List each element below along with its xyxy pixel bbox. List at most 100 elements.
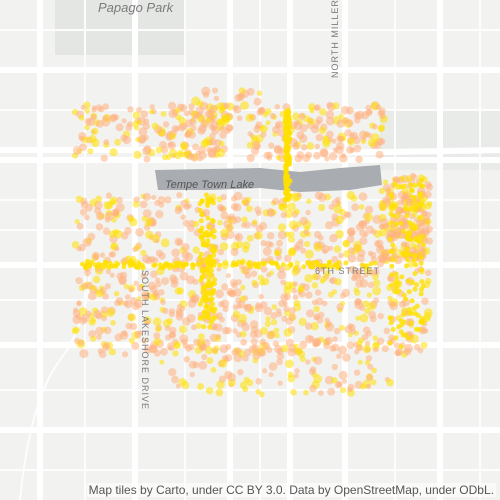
density-point — [204, 197, 210, 202]
density-point — [139, 200, 148, 209]
density-point — [192, 220, 200, 228]
density-point — [140, 265, 146, 271]
density-point — [419, 177, 424, 183]
density-point — [318, 204, 326, 212]
density-point — [414, 282, 420, 288]
density-point — [359, 275, 365, 281]
density-point — [281, 202, 288, 209]
density-point — [284, 149, 289, 155]
density-point — [366, 292, 372, 298]
density-point — [256, 109, 263, 116]
density-point — [368, 310, 377, 319]
density-point — [303, 389, 309, 396]
density-point — [293, 244, 301, 252]
density-point — [346, 341, 355, 350]
density-point — [188, 360, 197, 369]
density-point — [168, 141, 174, 148]
density-point — [378, 253, 387, 262]
density-point — [347, 227, 356, 236]
density-point — [174, 107, 181, 114]
density-point — [334, 381, 342, 389]
density-point — [247, 131, 253, 137]
density-point — [314, 230, 322, 239]
density-point — [299, 340, 308, 349]
density-point — [390, 242, 396, 248]
density-point — [392, 181, 398, 187]
density-point — [365, 355, 373, 362]
density-point — [233, 288, 242, 297]
density-point — [371, 367, 377, 374]
density-point — [206, 357, 214, 364]
density-point — [336, 353, 342, 359]
density-point — [338, 113, 344, 119]
density-point — [425, 277, 432, 285]
density-point — [162, 319, 172, 328]
density-point — [171, 375, 179, 384]
density-point — [377, 312, 384, 320]
density-point — [386, 229, 395, 238]
density-point — [331, 289, 338, 295]
density-point — [272, 126, 280, 134]
density-point — [209, 296, 215, 302]
density-point — [95, 326, 104, 336]
density-point — [110, 320, 116, 326]
density-point — [335, 215, 345, 225]
density-point — [315, 133, 324, 142]
density-point — [113, 290, 120, 297]
density-point — [347, 383, 355, 391]
density-point — [389, 272, 394, 278]
density-point — [127, 313, 136, 322]
density-point — [175, 309, 184, 318]
density-point — [226, 224, 233, 231]
density-point — [409, 298, 415, 304]
density-point — [144, 319, 151, 326]
density-point — [266, 346, 273, 353]
density-point — [127, 263, 133, 269]
density-point — [424, 308, 433, 317]
density-point — [405, 246, 410, 252]
density-point — [103, 139, 110, 146]
density-point — [175, 383, 181, 389]
density-point — [387, 295, 393, 301]
density-point — [336, 135, 343, 142]
street-label-north: NORTH MILLER — [330, 0, 340, 78]
density-point — [212, 87, 218, 94]
density-point — [154, 277, 161, 284]
density-point — [210, 367, 217, 373]
density-point — [405, 195, 413, 203]
density-point — [210, 200, 216, 206]
density-point — [215, 388, 224, 397]
density-point — [358, 204, 365, 210]
density-point — [95, 104, 103, 112]
density-point — [105, 201, 113, 209]
density-point — [338, 370, 348, 380]
density-point — [349, 147, 355, 153]
density-point — [287, 347, 297, 357]
density-point — [218, 140, 225, 147]
density-point — [150, 270, 158, 279]
density-point — [111, 263, 117, 269]
density-point — [364, 360, 371, 366]
density-point — [223, 102, 230, 109]
map-attribution[interactable]: Map tiles by Carto, under CC BY 3.0. Dat… — [86, 483, 496, 497]
density-point — [401, 228, 406, 234]
density-point — [215, 289, 224, 299]
density-point — [88, 134, 97, 143]
density-point — [162, 307, 169, 315]
density-point — [413, 311, 418, 317]
density-point — [418, 254, 424, 260]
density-point — [410, 246, 418, 254]
density-point — [419, 279, 425, 285]
density-point — [170, 276, 179, 285]
density-point — [209, 244, 215, 250]
density-point — [280, 212, 287, 219]
density-point — [105, 268, 112, 275]
density-point — [179, 334, 189, 343]
density-point — [103, 259, 108, 265]
density-point — [105, 192, 112, 199]
density-point — [111, 208, 120, 217]
density-point — [417, 239, 422, 244]
density-point — [200, 343, 208, 351]
density-point — [227, 372, 236, 382]
